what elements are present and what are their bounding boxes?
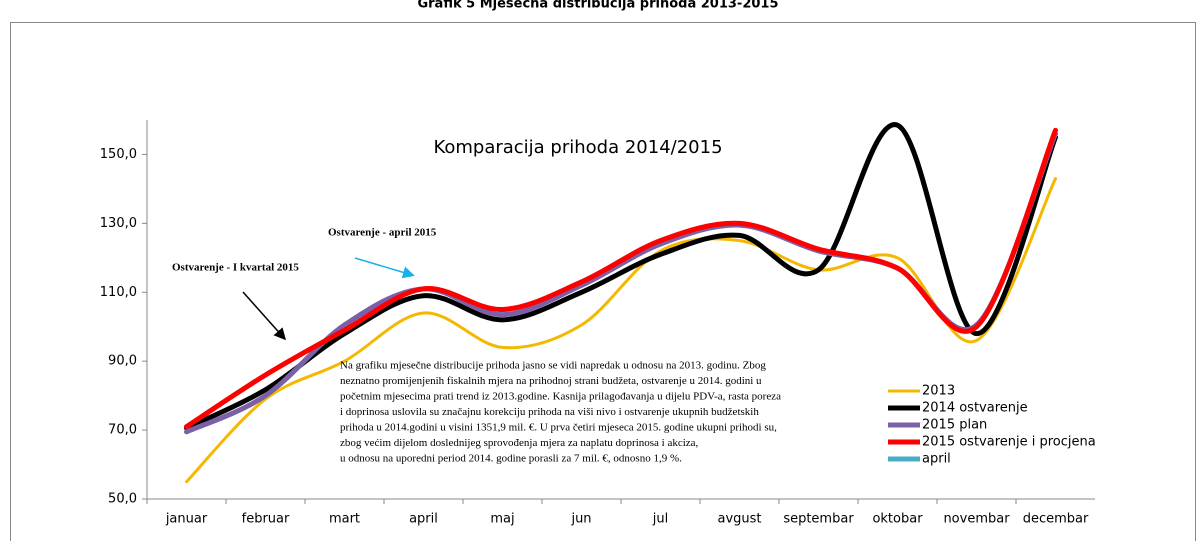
note-line: u odnosu na uporedni period 2014. godine…: [340, 453, 682, 465]
x-tick-label: februar: [242, 512, 290, 527]
x-tick-label: mart: [329, 512, 360, 527]
x-tick-label: novembar: [943, 512, 1010, 527]
x-tick-label: maj: [490, 512, 514, 527]
note-line: zbog većim dijelom doslednijeg sprovođen…: [340, 437, 699, 449]
arrow: [242, 291, 286, 341]
x-tick-label: jul: [652, 512, 668, 527]
series-line: [184, 122, 1058, 431]
y-tick-label: 70,0: [108, 423, 137, 438]
x-tick-label: septembar: [783, 512, 854, 527]
y-tick-label: 90,0: [108, 354, 137, 369]
annotation: Ostvarenje - april 2015: [328, 227, 437, 239]
legend-label: 2013: [922, 384, 955, 399]
chart-frame: [10, 22, 1196, 541]
legend-label: 2014 ostvarenje: [922, 401, 1028, 416]
y-tick-label: 150,0: [100, 147, 137, 162]
note-line: neznatno promijenjenih fiskalnih mjera n…: [340, 375, 762, 387]
y-tick-label: 130,0: [100, 216, 137, 231]
annotation: Ostvarenje - I kvartal 2015: [172, 262, 299, 274]
series-line: [184, 127, 1058, 430]
note-line: prihoda u 2014.godini u visini 1351,9 mi…: [340, 422, 777, 434]
x-tick-label: decembar: [1023, 512, 1089, 527]
x-tick-label: jun: [570, 512, 591, 527]
note-line: Na grafiku mjesečne distribucije prihoda…: [340, 360, 766, 372]
x-tick-label: oktobar: [872, 512, 923, 527]
legend-label: 2015 plan: [922, 418, 987, 433]
y-tick-label: 110,0: [100, 285, 137, 300]
x-tick-label: april: [409, 512, 438, 527]
note-line: i doprinosa uslovila su značajnu korekci…: [340, 406, 759, 418]
x-tick-label: avgust: [717, 512, 761, 527]
arrow: [354, 257, 415, 279]
note-line: početnim mjesecima prati trend iz 2013.g…: [340, 391, 781, 403]
chart-subtitle: Komparacija prihoda 2014/2015: [433, 137, 722, 158]
legend-label: 2015 ostvarenje i procjena: [922, 435, 1096, 450]
y-tick-label: 50,0: [108, 492, 137, 507]
legend-label: april: [922, 452, 951, 467]
chart-title: Grafik 5 Mjesečna distribucija prihoda 2…: [417, 0, 778, 12]
x-tick-label: januar: [165, 512, 208, 527]
